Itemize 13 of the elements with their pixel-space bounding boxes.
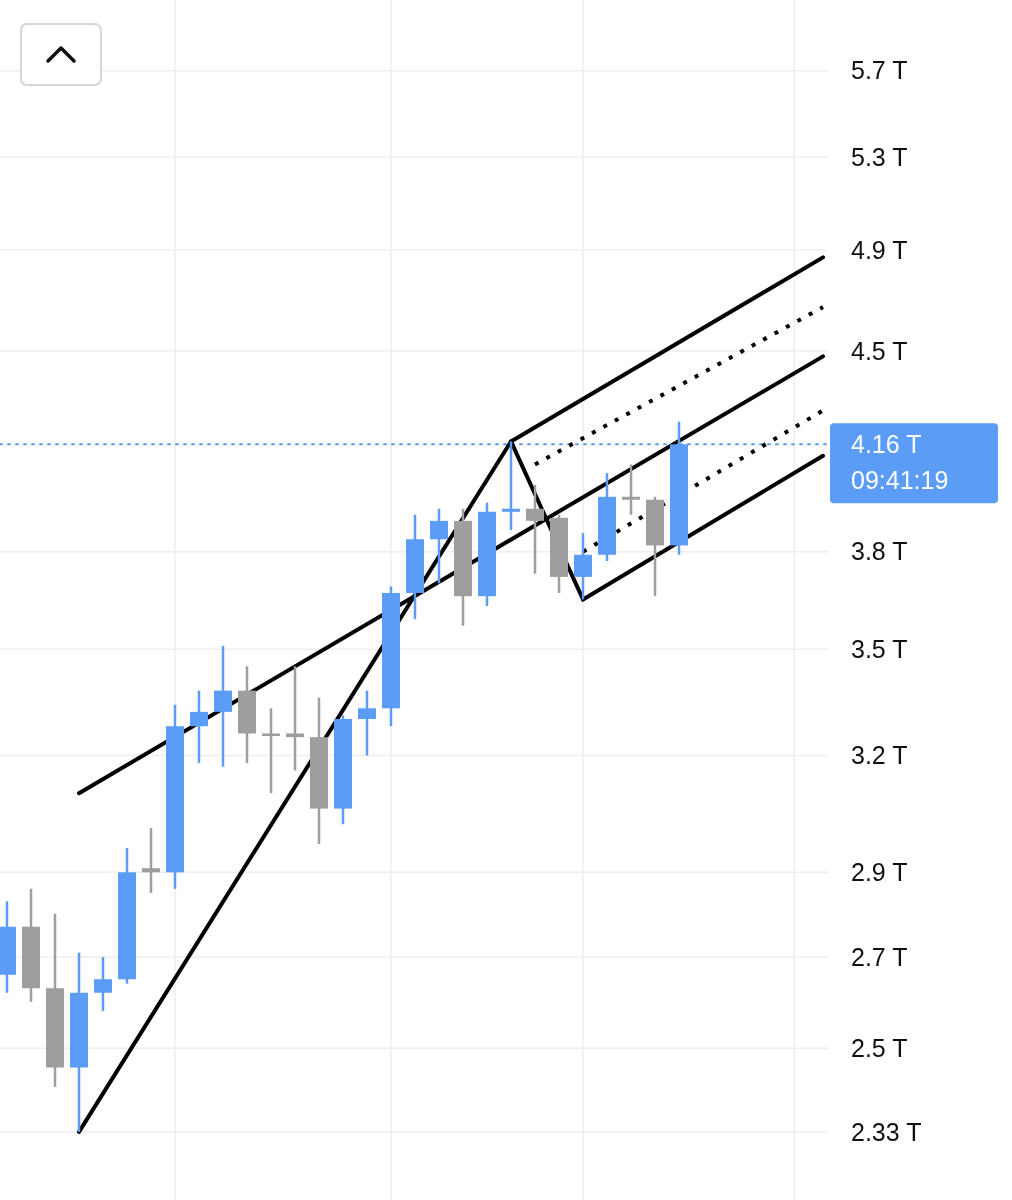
y-tick-label: 2.33 T (851, 1117, 922, 1146)
y-tick-label: 2.7 T (851, 942, 908, 971)
ref-line-label: 4.16 T (851, 430, 922, 459)
y-tick-label: 2.5 T (851, 1034, 908, 1063)
y-tick-label: 3.2 T (851, 741, 908, 770)
y-tick-label: 5.7 T (851, 56, 908, 85)
y-tick-label: 5.3 T (851, 142, 908, 171)
y-tick-label: 3.8 T (851, 537, 908, 566)
y-tick-label: 3.5 T (851, 634, 908, 663)
y-tick-label: 4.9 T (851, 235, 908, 264)
y-tick-label: 4.5 T (851, 336, 908, 365)
text: 09:41:19 (851, 466, 949, 495)
y-tick-label: 2.9 T (851, 858, 908, 887)
